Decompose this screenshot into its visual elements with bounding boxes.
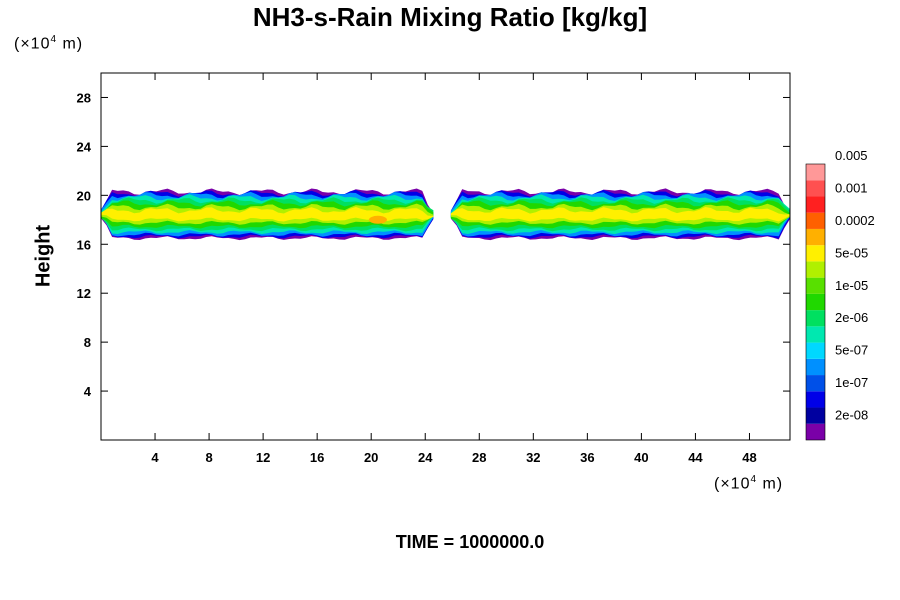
y-unit-base: (×10 (14, 35, 51, 53)
colorbar-swatch (806, 310, 825, 327)
colorbar-label: 2e-06 (835, 310, 868, 325)
y-unit-tail: m) (57, 35, 84, 53)
colorbar-swatch (806, 407, 825, 424)
band-contour-right-7 (450, 207, 790, 222)
colorbar-swatch (806, 261, 825, 278)
plot-frame (100, 72, 791, 441)
colorbar-label: 0.0002 (835, 213, 875, 228)
colorbar-label: 5e-05 (835, 245, 868, 260)
y-tick-label: 20 (77, 188, 91, 203)
colorbar-swatch (806, 245, 825, 262)
band-contour-left-7 (101, 207, 434, 222)
colorbar-swatch (806, 326, 825, 343)
x-tick-label: 20 (364, 450, 378, 465)
x-tick-label: 24 (418, 450, 433, 465)
x-tick-label: 16 (310, 450, 324, 465)
time-label: TIME = 1000000.0 (395, 532, 545, 552)
colorbar-swatch (806, 358, 825, 376)
colorbar-swatch (806, 180, 825, 197)
colorbar-swatch (806, 391, 825, 408)
colorbar-swatch (806, 196, 825, 213)
y-tick-label: 12 (77, 286, 91, 301)
colorbar-label: 0.001 (835, 180, 868, 195)
colorbar-swatch (806, 228, 825, 246)
y-tick-label: 24 (77, 139, 92, 154)
chart-title: NH3-s-Rain Mixing Ratio [kg/kg] (252, 2, 648, 32)
x-tick-label: 36 (580, 450, 594, 465)
y-tick-label: 8 (84, 335, 91, 350)
y-tick-label: 4 (84, 384, 92, 399)
x-tick-label: 44 (688, 450, 703, 465)
colorbar-swatch (806, 342, 825, 359)
colorbar-frame (805, 163, 826, 441)
x-axis-unit: (×104 m) (714, 474, 783, 493)
colorbar-swatch (806, 423, 825, 440)
x-tick-label: 8 (205, 450, 212, 465)
y-axis-unit: (×104 m) (14, 34, 83, 53)
y-tick-label: 16 (77, 237, 91, 252)
colorbar-label: 2e-08 (835, 408, 868, 423)
x-tick-label: 32 (526, 450, 540, 465)
colorbar-swatch (806, 164, 825, 181)
colorbar-swatch (806, 375, 825, 392)
colorbar-label: 5e-07 (835, 343, 868, 358)
colorbar-swatch (806, 212, 825, 229)
x-unit-base: (×10 (714, 475, 751, 493)
x-unit-exponent: 4 (750, 474, 758, 485)
x-tick-label: 48 (742, 450, 756, 465)
y-unit-exponent: 4 (50, 34, 58, 45)
colorbar-label: 1e-07 (835, 375, 868, 390)
x-tick-label: 4 (151, 450, 159, 465)
x-tick-label: 28 (472, 450, 486, 465)
colorbar-label: 1e-05 (835, 278, 868, 293)
colorbar-swatch (806, 293, 825, 311)
x-tick-label: 40 (634, 450, 648, 465)
mixing-ratio-band (101, 188, 790, 241)
colorbar-swatch (806, 277, 825, 294)
band-hot-spot (368, 215, 387, 224)
colorbar-label: 0.005 (835, 148, 868, 163)
colorbar-legend: 2e-08 1e-07 5e-07 2e-06 1e-05 5e-05 0.0002 0.00… (805, 148, 875, 441)
y-tick-label: 28 (77, 90, 91, 105)
x-unit-tail: m) (757, 475, 784, 493)
x-tick-label: 12 (256, 450, 270, 465)
